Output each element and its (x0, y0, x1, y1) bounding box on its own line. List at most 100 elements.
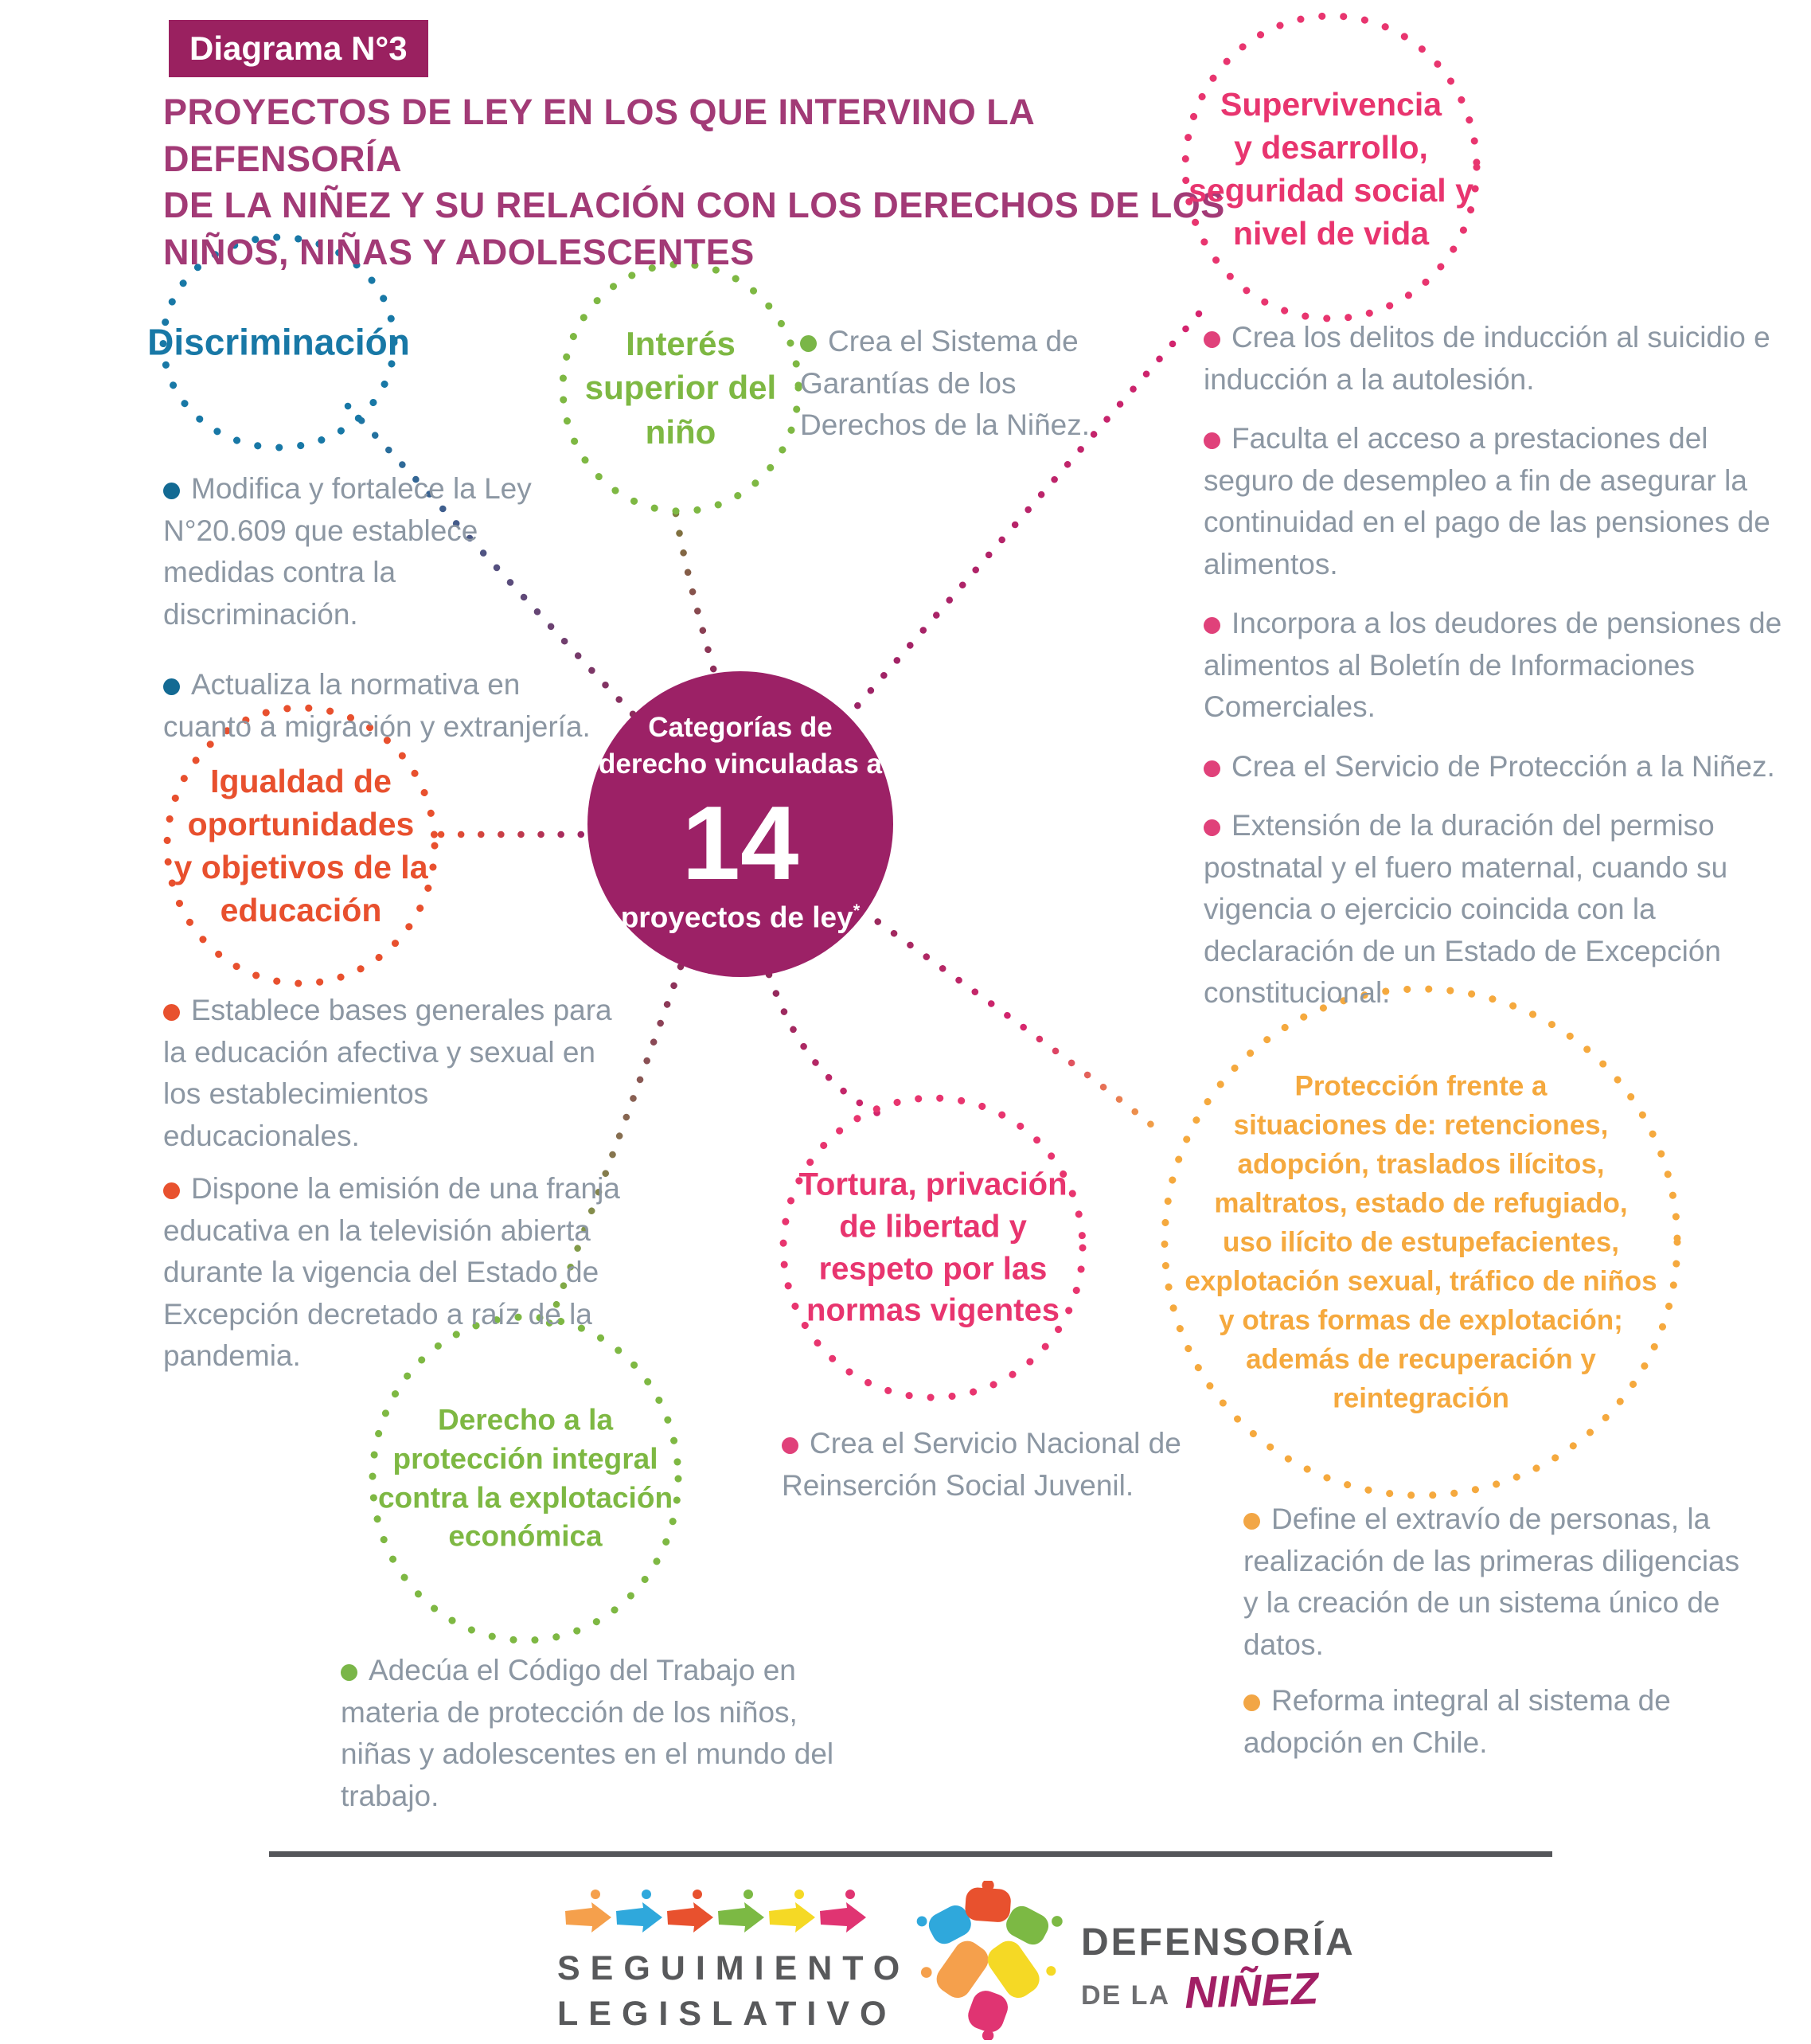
connector-tortura (765, 971, 894, 1123)
page-title: PROYECTOS DE LEY EN LOS QUE INTERVINO LA… (163, 89, 1230, 276)
text-line: uso ilícito de estupefacientes, (1223, 1226, 1619, 1258)
bullet-dot-icon (163, 678, 180, 696)
text-line: situaciones de: retenciones, (1233, 1109, 1609, 1141)
text-line: y objetivos de la (174, 849, 428, 885)
discriminacion-label: Discriminación (127, 319, 430, 367)
projects-count: 14 (681, 784, 799, 902)
diagram-badge: Diagrama N°3 (169, 20, 428, 77)
bullet-item: Crea el Servicio Nacional de Reinserción… (782, 1423, 1227, 1507)
derecho-label: Derecho a la protección integral contra la… (354, 1401, 697, 1556)
derecho-circle (369, 1313, 682, 1644)
text-line: Igualdad de (210, 762, 392, 799)
bullet-dot-icon (782, 1437, 798, 1454)
connector-discriminacion (344, 402, 641, 722)
bullet-item: Adecúa el Código del Trabajo en materia … (341, 1650, 870, 1817)
bullet-text: Define el extravío de personas, la reali… (1243, 1503, 1740, 1661)
text-line: maltratos, estado de refugiado, (1214, 1187, 1628, 1219)
bullet-item: Modifica y fortalece la Ley N°20.609 que… (163, 468, 597, 635)
connector-proteccion (841, 894, 1165, 1136)
bullet-text: Actualiza la normativa en cuanto a migra… (163, 668, 591, 743)
text-line: superior del (584, 369, 777, 407)
interes-bullets: Crea el Sistema de Garantías de los Dere… (800, 321, 1114, 461)
seguimiento-line2: LEGISLATIVO (557, 1995, 897, 2033)
bullet-item: Crea el Sistema de Garantías de los Dere… (800, 321, 1114, 447)
text-line: educación (220, 892, 382, 929)
bullet-item: Reforma integral al sistema de adopción … (1243, 1680, 1741, 1764)
color-blob-kite-icon (916, 1879, 1063, 2042)
text-line: explotación sexual, tráfico de niños (1185, 1265, 1657, 1297)
text-line: protección integral (392, 1442, 658, 1475)
text-line: adopción, traslados ilícitos, (1237, 1148, 1605, 1180)
supervivencia-circle (1181, 12, 1481, 322)
proteccion-circle (1161, 985, 1681, 1499)
bullet-item: Actualiza la normativa en cuanto a migra… (163, 664, 597, 748)
bullet-dot-icon (1243, 1513, 1260, 1530)
ninez-word: NIÑEZ (1184, 1963, 1320, 2018)
bullet-dot-icon (1204, 331, 1220, 348)
text-line: respeto por las (818, 1251, 1048, 1286)
bullet-text: Faculta el acceso a prestaciones del seg… (1204, 422, 1770, 580)
text-line: Supervivencia (1220, 85, 1442, 123)
derecho-bullets: Adecúa el Código del Trabajo en materia … (341, 1650, 870, 1831)
text-line: niño (645, 412, 716, 451)
central-top-lines: Categorías de derecho vinculadas a (581, 709, 900, 782)
text-line: oportunidades (187, 805, 415, 842)
bullet-text: Crea el Sistema de Garantías de los Dere… (800, 325, 1091, 442)
bullet-dot-icon (163, 1004, 180, 1021)
bullet-text: Crea los delitos de inducción al suicidi… (1204, 321, 1770, 396)
igualdad-bullets: Establece bases generales para la educac… (163, 990, 629, 1389)
bullet-dot-icon (1204, 760, 1220, 777)
de-la-word: DE LA (1081, 1980, 1170, 2011)
bullet-item: Extensión de la duración del permiso pos… (1204, 805, 1797, 1014)
bullet-item: Crea el Servicio de Protección a la Niñe… (1204, 746, 1797, 788)
seguimiento-line1: SEGUIMIENTO (557, 1949, 911, 1987)
bullet-item: Crea los delitos de inducción al suicidi… (1204, 317, 1797, 401)
text-line: económica (448, 1519, 603, 1553)
arrow-brush-strokes-icon (564, 1890, 866, 1933)
bullet-text: Dispone la emisión de una franja educati… (163, 1172, 620, 1373)
tortura-label: Tortura, privación de libertad y respeto p… (770, 1163, 1096, 1331)
connector-derecho (545, 963, 685, 1327)
text-line: derecho vinculadas a (599, 748, 882, 780)
interes-label: Interés superior del niño (537, 322, 824, 454)
discriminacion-bullets: Modifica y fortalece la Ley N°20.609 que… (163, 468, 597, 776)
bullet-text: Reforma integral al sistema de adopción … (1243, 1684, 1671, 1759)
igualdad-circle (163, 704, 439, 987)
defensoria-ninez-logo: DEFENSORÍA DE LA NIÑEZ (914, 1879, 1353, 2044)
bullet-text: Establece bases generales para la educac… (163, 994, 612, 1152)
discriminacion-circle (159, 233, 398, 451)
text-line: Tortura, privación (798, 1167, 1067, 1202)
text-line: seguridad social y (1188, 172, 1473, 209)
central-circle-text: Categorías de derecho vinculadas a 14 pro… (581, 709, 900, 934)
supervivencia-label: Supervivencia y desarrollo, seguridad soci… (1176, 83, 1486, 255)
bullet-dot-icon (800, 335, 817, 352)
text-line: reintegración (1333, 1382, 1509, 1414)
asterisk: * (853, 900, 861, 920)
bullet-dot-icon (341, 1664, 357, 1681)
text-line: PROYECTOS DE LEY EN LOS QUE INTERVINO LA… (163, 92, 1034, 179)
text-line: Discriminación (147, 321, 410, 363)
bullet-text: Incorpora a los deudores de pensiones de… (1204, 607, 1782, 724)
bullet-dot-icon (1243, 1694, 1260, 1712)
defensoria-word: DEFENSORÍA (1081, 1921, 1356, 1964)
bullet-dot-icon (163, 1182, 180, 1200)
central-bottom-line: proyectos de ley* (620, 900, 861, 933)
bullet-dot-icon (1204, 819, 1220, 837)
bullet-item: Establece bases generales para la educac… (163, 990, 629, 1157)
central-circle (587, 671, 893, 977)
bullet-item: Dispone la emisión de una franja educati… (163, 1168, 629, 1378)
text-line: normas vigentes (806, 1292, 1060, 1328)
text-line: NIÑOS, NIÑAS Y ADOLESCENTES (163, 231, 755, 272)
proteccion-label: Protección frente a situaciones de: reten… (1158, 1067, 1684, 1418)
text-line: Protección frente a (1294, 1070, 1548, 1102)
text-line: contra la explotación (377, 1481, 673, 1514)
bullet-text: Crea el Servicio Nacional de Reinserción… (782, 1427, 1181, 1502)
bullet-text: Modifica y fortalece la Ley N°20.609 que… (163, 472, 532, 631)
bullet-dot-icon (1204, 432, 1220, 450)
footer-divider (269, 1851, 1552, 1857)
interes-circle (559, 260, 802, 515)
connector-interes (672, 510, 718, 675)
text-line: Interés (626, 324, 736, 362)
text-line: DE LA NIÑEZ Y SU RELACIÓN CON LOS DERECH… (163, 185, 1225, 225)
